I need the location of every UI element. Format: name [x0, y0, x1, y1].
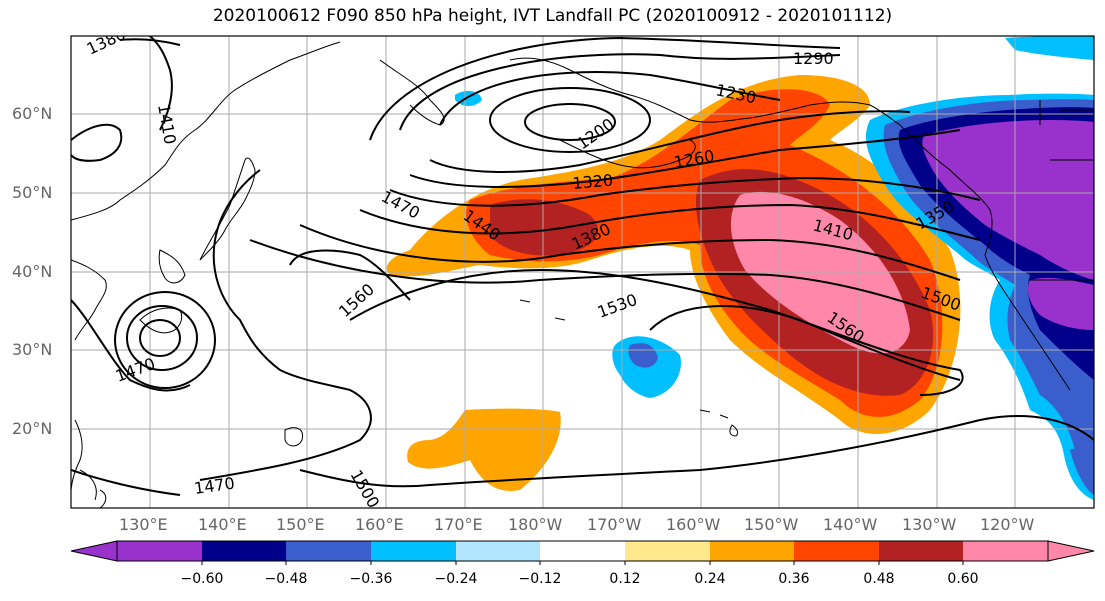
- lat-label: 40°N: [12, 262, 53, 281]
- colorbar-tick-label: 0.24: [694, 571, 726, 587]
- contour-label: 1320: [572, 171, 614, 193]
- lon-label: 180°W: [508, 515, 563, 534]
- colorbar-tick-label: −0.36: [349, 571, 393, 587]
- lat-label: 30°N: [12, 340, 53, 359]
- positive-anomaly-shading: [386, 75, 961, 491]
- colorbar-tick-label: −0.12: [518, 571, 562, 587]
- lon-label: 140°W: [823, 515, 878, 534]
- colorbar-tick-label: 0.12: [609, 571, 641, 587]
- height-contours: [71, 36, 1094, 496]
- lon-label: 130°W: [902, 515, 957, 534]
- colorbar-tick-label: −0.48: [264, 571, 308, 587]
- map-title: 2020100612 F090 850 hPa height, IVT Land…: [212, 6, 893, 26]
- colorbar-tick-label: 0.60: [947, 571, 979, 587]
- colorbar-tick-label: −0.24: [434, 571, 478, 587]
- map-plot-area: 1380 1410 1200 1230 1290 1260 1320 1350 …: [71, 36, 1094, 508]
- lon-label: 130°E: [119, 515, 168, 534]
- negative-anomaly-shading: [455, 36, 1094, 501]
- lon-label: 170°E: [434, 515, 483, 534]
- lat-label: 60°N: [12, 104, 53, 123]
- lon-label: 160°W: [666, 515, 721, 534]
- lon-label: 120°W: [980, 515, 1035, 534]
- lat-label: 50°N: [12, 183, 53, 202]
- contour-label: 1290: [793, 49, 834, 68]
- lon-label: 150°E: [276, 515, 325, 534]
- lat-label: 20°N: [12, 419, 53, 438]
- colorbar-tick-label: 0.36: [778, 571, 810, 587]
- map-frame: [70, 35, 1095, 509]
- lon-label: 170°W: [587, 515, 642, 534]
- lon-label: 160°E: [355, 515, 404, 534]
- colorbar-tick-label: −0.60: [180, 571, 224, 587]
- lon-label: 140°E: [198, 515, 247, 534]
- colorbar-tick-label: 0.48: [863, 571, 895, 587]
- colorbar: [70, 540, 1095, 565]
- coastlines: [71, 41, 1094, 508]
- lon-label: 150°W: [744, 515, 799, 534]
